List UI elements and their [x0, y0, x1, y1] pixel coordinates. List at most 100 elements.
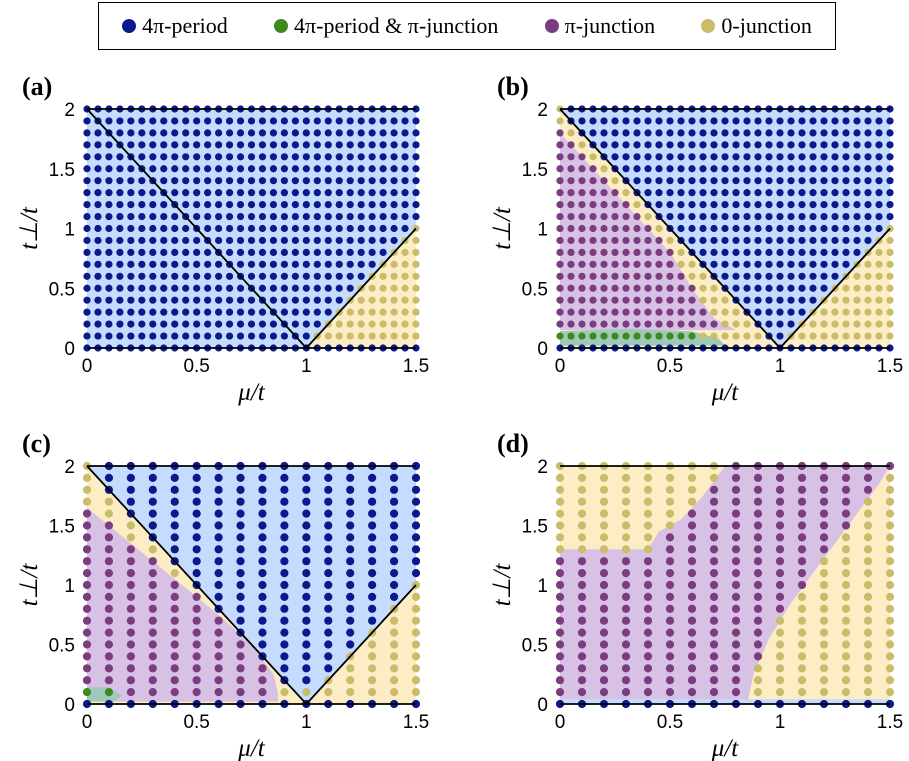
legend-label-0-junction: 0-junction [721, 13, 812, 38]
data-point [83, 201, 91, 209]
data-point [644, 165, 652, 173]
data-point [291, 272, 299, 280]
data-point [390, 212, 398, 221]
data-point [192, 485, 201, 494]
data-point [677, 320, 685, 328]
data-point [247, 272, 256, 280]
data-point [204, 165, 212, 173]
data-point [875, 141, 883, 149]
data-point [269, 177, 278, 185]
data-point [291, 153, 299, 161]
data-point [302, 569, 311, 578]
data-point [105, 201, 113, 209]
data-point [182, 248, 190, 256]
data-point [83, 320, 91, 328]
data-point [600, 260, 608, 268]
data-point [269, 284, 278, 292]
data-point [787, 117, 795, 125]
data-point [578, 201, 586, 209]
data-point [225, 153, 234, 161]
data-point [710, 224, 718, 233]
data-point [710, 129, 718, 137]
data-point [655, 177, 663, 185]
data-point [687, 497, 697, 506]
data-point [324, 521, 333, 530]
data-point [182, 117, 190, 125]
data-point [853, 153, 861, 161]
data-point [149, 236, 157, 245]
data-point [258, 557, 267, 566]
data-point [841, 533, 851, 542]
data-point [236, 676, 245, 685]
data-point [754, 189, 762, 197]
data-point [643, 521, 653, 530]
data-point [127, 117, 135, 125]
data-point [105, 165, 113, 173]
data-point [389, 640, 399, 649]
data-point [225, 117, 234, 125]
data-point [236, 260, 245, 268]
data-point [775, 652, 785, 661]
data-point [556, 320, 564, 328]
data-point [258, 224, 267, 233]
data-point [776, 332, 784, 340]
data-point [819, 569, 829, 578]
x-axis-label: μ/t [711, 379, 739, 406]
data-point [83, 236, 91, 245]
data-point [138, 177, 146, 185]
data-point [368, 141, 376, 149]
data-point [611, 212, 619, 221]
data-point [138, 189, 146, 197]
data-point [291, 129, 299, 137]
data-point [709, 485, 719, 494]
data-point [797, 688, 807, 697]
data-point [776, 177, 784, 185]
data-point [809, 332, 817, 340]
data-point [863, 604, 873, 613]
data-point [820, 236, 828, 245]
data-point [302, 604, 311, 613]
data-point [94, 129, 102, 137]
data-point [105, 296, 113, 304]
data-point [411, 485, 421, 494]
data-point [787, 189, 795, 197]
data-point [754, 153, 762, 161]
data-point [390, 189, 398, 197]
data-point [732, 284, 740, 292]
data-point [225, 165, 234, 173]
data-point [324, 272, 332, 280]
data-point [192, 664, 201, 673]
data-point [886, 332, 894, 340]
data-point [170, 569, 179, 578]
data-point [643, 533, 653, 542]
data-point [743, 272, 751, 280]
data-point [754, 177, 762, 185]
data-point [94, 272, 102, 280]
data-point [82, 580, 92, 590]
data-point [247, 320, 256, 328]
data-point [302, 236, 310, 245]
data-point [357, 189, 365, 197]
data-point [269, 320, 278, 328]
data-point [225, 129, 234, 137]
data-point [127, 165, 135, 173]
data-point [643, 485, 653, 494]
data-point [753, 473, 763, 482]
data-point [555, 688, 565, 697]
data-point [665, 545, 675, 554]
data-point [721, 141, 729, 149]
data-point [687, 676, 697, 685]
data-point [94, 236, 102, 245]
x-tick-label: 1.5 [877, 712, 903, 733]
data-point [886, 260, 894, 268]
data-point [94, 320, 102, 328]
data-point [578, 117, 586, 125]
data-point [280, 177, 288, 185]
data-point [346, 580, 355, 590]
data-point [324, 616, 333, 625]
data-point [138, 308, 146, 316]
data-point [104, 592, 114, 602]
data-point [622, 248, 630, 256]
data-point [149, 320, 157, 328]
data-point [765, 236, 773, 245]
